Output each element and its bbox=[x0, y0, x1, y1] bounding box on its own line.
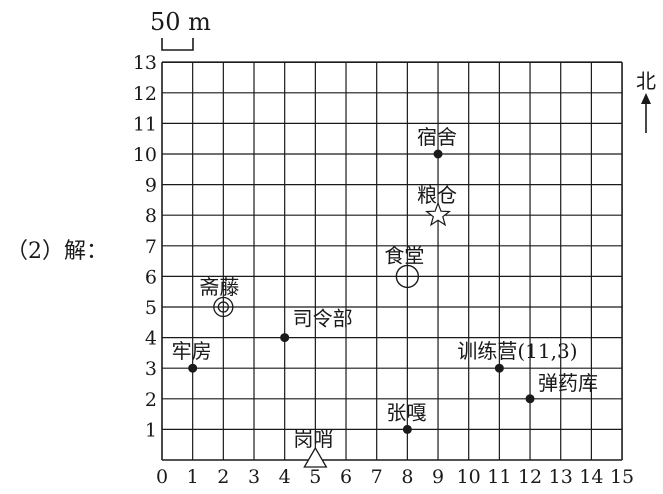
location-point: 岗哨 bbox=[293, 427, 333, 468]
location-point: 食堂 bbox=[384, 243, 424, 289]
location-label: 粮仓 bbox=[417, 183, 457, 207]
location-label: 训练营(11,3) bbox=[457, 339, 577, 363]
x-tick-label: 1 bbox=[187, 466, 199, 488]
prefix-label: （2）解： bbox=[6, 239, 108, 264]
location-label: 岗哨 bbox=[293, 427, 333, 451]
y-tick-label: 12 bbox=[133, 83, 157, 105]
location-label: 弹药库 bbox=[538, 371, 598, 395]
circle-marker-icon bbox=[395, 264, 420, 289]
x-tick-label: 9 bbox=[432, 466, 444, 488]
scale-label: 50 m bbox=[150, 8, 211, 36]
x-tick-label: 3 bbox=[248, 466, 260, 488]
north-indicator: 北 bbox=[636, 69, 656, 133]
y-tick-label: 10 bbox=[133, 144, 157, 166]
location-label: 食堂 bbox=[384, 243, 424, 267]
double-circle-inner-icon bbox=[217, 301, 229, 313]
x-tick-label: 0 bbox=[156, 466, 168, 488]
x-tick-label: 15 bbox=[610, 466, 634, 488]
dot-marker-icon bbox=[188, 363, 198, 373]
scale-bracket bbox=[161, 38, 194, 51]
y-tick-label: 4 bbox=[145, 328, 157, 350]
location-point: 宿舍 bbox=[417, 125, 457, 159]
location-point: 训练营(11,3) bbox=[457, 339, 578, 373]
location-point: 粮仓 bbox=[417, 183, 457, 227]
y-tick-label: 6 bbox=[145, 266, 157, 288]
grid-lines bbox=[161, 61, 623, 461]
y-tick-label: 1 bbox=[145, 419, 157, 441]
x-tick-label: 13 bbox=[549, 466, 573, 488]
x-tick-label: 14 bbox=[579, 466, 603, 488]
location-point: 牢房 bbox=[172, 339, 212, 373]
location-label: 司令部 bbox=[293, 307, 353, 331]
location-label: 牢房 bbox=[172, 339, 212, 363]
location-label: 斋藤 bbox=[199, 275, 239, 299]
x-tick-label: 11 bbox=[487, 466, 511, 488]
y-tick-label: 9 bbox=[145, 175, 157, 197]
dot-marker-icon bbox=[433, 149, 443, 159]
scale-bar: 50 m bbox=[150, 8, 211, 51]
y-tick-label: 8 bbox=[145, 205, 157, 227]
location-label: 宿舍 bbox=[417, 125, 457, 149]
location-point: 斋藤 bbox=[199, 275, 239, 318]
double-circle-marker-icon bbox=[213, 296, 234, 318]
x-tick-label: 12 bbox=[518, 466, 542, 488]
location-point: 司令部 bbox=[280, 307, 353, 343]
y-tick-label: 13 bbox=[133, 52, 157, 74]
x-tick-label: 10 bbox=[457, 466, 481, 488]
y-tick-label: 11 bbox=[133, 113, 157, 135]
dot-marker-icon bbox=[280, 333, 290, 343]
location-point: 张嘎 bbox=[386, 400, 426, 434]
location-point: 弹药库 bbox=[525, 371, 598, 404]
x-tick-label: 2 bbox=[217, 466, 229, 488]
north-arrowhead-icon bbox=[641, 93, 651, 104]
x-tick-label: 8 bbox=[401, 466, 413, 488]
y-tick-label: 2 bbox=[145, 389, 157, 411]
location-label: 张嘎 bbox=[386, 400, 426, 424]
y-tick-label: 3 bbox=[145, 358, 157, 380]
y-tick-label: 5 bbox=[145, 297, 157, 319]
star-marker-icon bbox=[424, 201, 452, 227]
dot-marker-icon bbox=[525, 394, 535, 404]
x-tick-label: 7 bbox=[371, 466, 383, 488]
x-tick-label: 5 bbox=[309, 466, 321, 488]
x-axis-ticks: 0 1 2 3 4 5 6 7 8 9 10 11 12 13 14 15 bbox=[156, 466, 634, 488]
x-tick-label: 4 bbox=[279, 466, 291, 488]
dot-marker-icon bbox=[402, 424, 412, 434]
dot-marker-icon bbox=[494, 363, 504, 373]
triangle-marker-icon bbox=[303, 446, 328, 468]
y-tick-label: 7 bbox=[145, 236, 157, 258]
north-label: 北 bbox=[636, 69, 656, 93]
x-tick-label: 6 bbox=[340, 466, 352, 488]
